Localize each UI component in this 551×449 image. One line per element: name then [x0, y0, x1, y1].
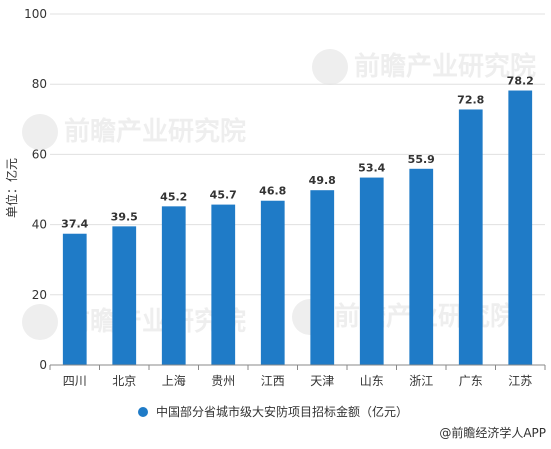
x-tick-label: 天津	[310, 374, 334, 388]
bar	[161, 206, 186, 365]
data-label: 78.2	[507, 75, 534, 88]
watermark-logo: 前瞻产业研究院	[22, 114, 246, 150]
bar	[458, 109, 483, 365]
data-label: 55.9	[408, 153, 435, 166]
bar	[211, 204, 236, 365]
watermark-text: 前瞻产业研究院	[64, 116, 246, 147]
bar	[62, 233, 87, 365]
data-label: 46.8	[259, 185, 286, 198]
source-label: @前瞻经济学人APP	[439, 425, 546, 440]
x-tick-label: 江西	[261, 374, 285, 388]
x-tick-label: 北京	[112, 374, 136, 388]
data-label: 37.4	[61, 218, 88, 231]
bar	[409, 168, 434, 365]
watermark-text: 前瞻产业研究院	[354, 51, 536, 82]
data-label: 72.8	[457, 93, 484, 106]
data-label: 45.2	[160, 190, 187, 203]
x-tick-label: 山东	[360, 374, 384, 388]
data-label: 45.7	[210, 189, 237, 202]
bar	[508, 90, 533, 365]
bar	[260, 200, 285, 365]
axis-layer: 0 20 40 60 80 100 四川 北京 上海 贵州 江西 天津 山东 浙江 广东 江苏	[24, 7, 546, 388]
bar	[359, 177, 384, 365]
x-tick-label: 上海	[162, 373, 186, 388]
x-tick-label: 贵州	[211, 374, 235, 388]
watermark-logo: 前瞻产业研究院	[312, 49, 536, 85]
y-tick-label: 60	[32, 147, 47, 161]
x-tick-label: 四川	[63, 374, 87, 388]
x-tick-label: 浙江	[409, 374, 433, 388]
legend: 中国部分省城市级大安防项目招标金额（亿元）	[138, 404, 408, 419]
label-layer: 37.4 39.5 45.2 45.7 46.8 49.8 53.4 55.9 72.8 78.2	[61, 75, 534, 231]
x-tick-label: 江苏	[508, 374, 532, 388]
x-tick-label: 广东	[459, 374, 483, 388]
legend-label: 中国部分省城市级大安防项目招标金额（亿元）	[156, 404, 408, 419]
bar-layer	[62, 90, 533, 365]
y-tick-label: 40	[32, 218, 47, 232]
y-tick-label: 20	[32, 288, 47, 302]
y-tick-label: 100	[24, 7, 47, 21]
y-tick-label: 80	[32, 77, 47, 91]
y-tick-label: 0	[39, 358, 47, 372]
bar	[310, 190, 335, 365]
legend-marker	[138, 407, 148, 417]
data-label: 53.4	[358, 162, 385, 175]
y-axis-title: 单位：亿元	[4, 158, 19, 218]
data-label: 49.8	[309, 174, 336, 187]
bar	[112, 226, 137, 365]
data-label: 39.5	[111, 210, 138, 223]
